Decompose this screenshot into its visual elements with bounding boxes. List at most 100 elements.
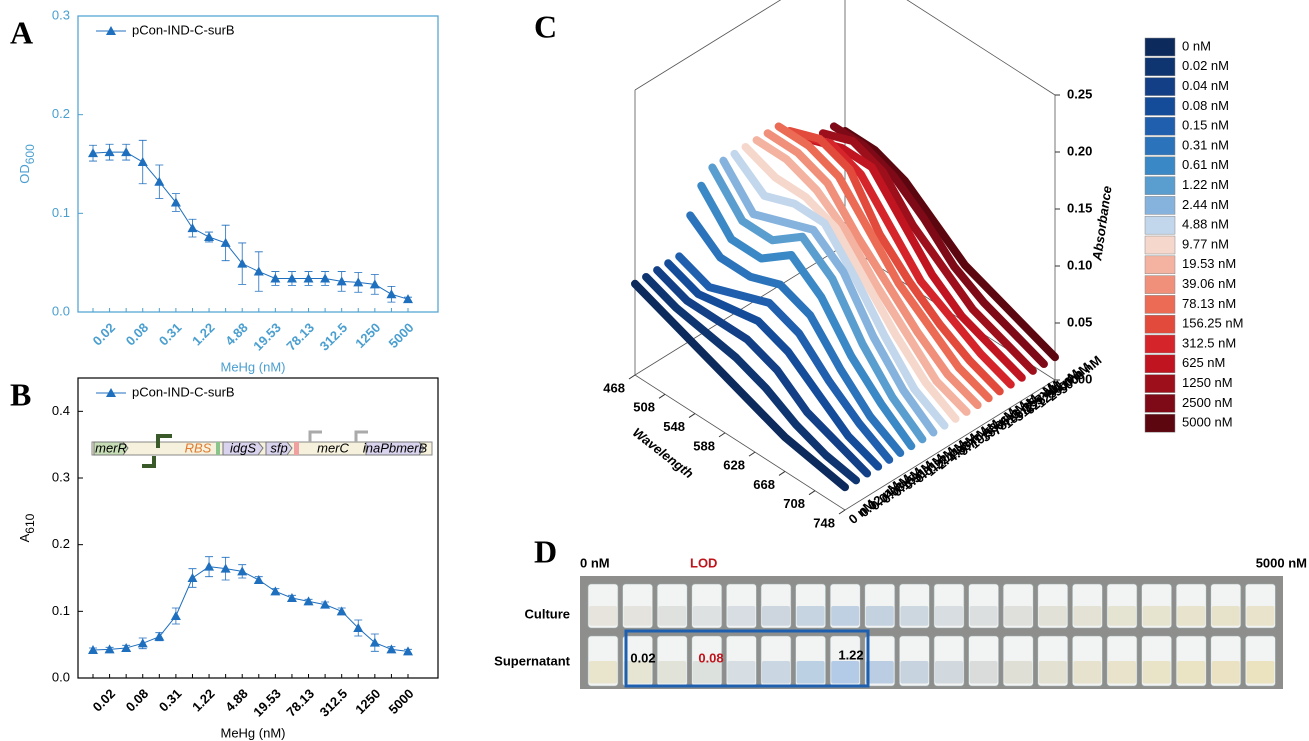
- marker: [88, 148, 98, 158]
- x-tick: [778, 471, 786, 476]
- y-axis-label-sub: 600: [23, 144, 37, 164]
- gene-box: [365, 441, 425, 456]
- spectrum-ribbon: [752, 136, 971, 416]
- x-tick-label: 4.88: [222, 686, 251, 715]
- legend-swatch: [1144, 156, 1176, 176]
- tube-liquid: [692, 661, 721, 684]
- z-tick-label: 0.00: [1067, 371, 1092, 386]
- tube-liquid: [1038, 606, 1067, 626]
- tube-liquid: [1211, 606, 1240, 626]
- gene-label: inaPbmerB: [363, 440, 428, 455]
- legend-label: 312.5 nM: [1182, 335, 1236, 350]
- legend-label: 1.22 nM: [1182, 177, 1229, 192]
- x-tick-label: 1250: [352, 686, 383, 717]
- z-tick-label: 0.10: [1067, 257, 1092, 272]
- spectrum-ribbon: [841, 127, 1059, 362]
- tube-liquid: [762, 606, 790, 626]
- box-edge: [634, 0, 782, 91]
- tube-liquid: [831, 661, 860, 684]
- spectrum-ribbon: [642, 272, 861, 485]
- box-label: 0.02: [630, 650, 655, 665]
- legend-swatch: [1144, 394, 1176, 413]
- legend-swatch: [1144, 295, 1176, 314]
- x-tick: [808, 490, 816, 496]
- tube-liquid: [658, 606, 687, 626]
- marker: [170, 611, 181, 620]
- x-tick-label: 588: [693, 438, 715, 453]
- legend-label: 5000 nM: [1182, 415, 1233, 430]
- legend-swatch: [1144, 37, 1176, 57]
- marker: [253, 266, 264, 276]
- legend-marker: [106, 388, 116, 397]
- y-tick-label: 0.2: [52, 106, 70, 121]
- marker: [403, 294, 413, 304]
- tube-liquid: [1004, 606, 1033, 626]
- marker: [104, 644, 115, 654]
- panel-label: B: [10, 376, 31, 412]
- marker: [369, 279, 380, 289]
- z-tick-label: 0.20: [1067, 143, 1092, 158]
- legend-label: 78.13 nM: [1182, 296, 1236, 311]
- legend-swatch: [1144, 57, 1176, 77]
- promoter-arrow: [156, 434, 172, 448]
- x-tick-label: 0.31: [156, 320, 185, 349]
- legend-label: 39.06 nM: [1182, 276, 1236, 291]
- marker: [386, 644, 397, 654]
- y-axis-label: A610: [17, 513, 37, 542]
- spectrum-ribbon: [807, 136, 1026, 382]
- legend-label: 9.77 nM: [1182, 236, 1229, 251]
- marker: [88, 645, 98, 654]
- tube-liquid: [1211, 661, 1240, 684]
- x-tick-label: 0.08: [123, 686, 152, 715]
- spectrum-ribbon: [664, 259, 883, 471]
- marker: [187, 223, 198, 233]
- tube-liquid: [796, 661, 825, 684]
- y-axis-label-sub: 610: [23, 513, 37, 533]
- tube-liquid: [727, 661, 756, 684]
- x-tick: [658, 393, 666, 399]
- x-tick-label: 78.13: [283, 686, 317, 720]
- legend-label: 2500 nM: [1182, 395, 1233, 410]
- row-label: Supernatant: [494, 653, 571, 668]
- tube-liquid: [1073, 606, 1102, 626]
- series-line: [92, 566, 409, 652]
- spectrum-ribbon: [631, 279, 849, 492]
- legend-swatch: [1144, 136, 1176, 156]
- spectrum-ribbon: [697, 181, 916, 451]
- legend-label: pCon-IND-C-surB: [132, 22, 235, 37]
- spectrum-ribbon: [774, 122, 993, 403]
- spectrum-ribbon: [796, 131, 1015, 389]
- legend-swatch: [1144, 275, 1176, 294]
- marker: [303, 273, 314, 283]
- x-tick: [628, 374, 636, 380]
- spectrum-ribbon: [730, 149, 949, 430]
- tube-liquid: [1142, 661, 1171, 684]
- x-tick: [688, 413, 696, 418]
- marker-bar: [294, 442, 299, 455]
- series-axis: [844, 379, 1056, 511]
- marker: [204, 561, 215, 571]
- legend-swatch: [1144, 77, 1176, 96]
- photo-label-left: 0 nM: [580, 555, 610, 570]
- marker: [369, 637, 380, 647]
- x-tick-label: 1250: [352, 320, 383, 351]
- z-tick-label: 0.05: [1067, 314, 1092, 329]
- legend-marker: [106, 26, 116, 35]
- gene-label: RBS: [185, 440, 212, 455]
- legend-swatch: [1144, 196, 1176, 215]
- marker: [353, 277, 364, 287]
- tube-liquid: [1108, 661, 1136, 684]
- tube-liquid: [969, 661, 998, 684]
- tube-liquid: [727, 606, 756, 626]
- x-tick-label: 312.5: [317, 686, 351, 720]
- y-axis-label-main: A: [17, 533, 32, 542]
- row-label: Culture: [525, 606, 571, 621]
- marker: [286, 273, 297, 283]
- tube-liquid: [900, 606, 929, 626]
- x-tick-label: 0.31: [156, 686, 185, 715]
- marker-bar: [216, 442, 220, 455]
- spectrum-ribbon: [686, 211, 905, 457]
- promoter-arrow: [354, 430, 368, 442]
- marker: [137, 157, 148, 167]
